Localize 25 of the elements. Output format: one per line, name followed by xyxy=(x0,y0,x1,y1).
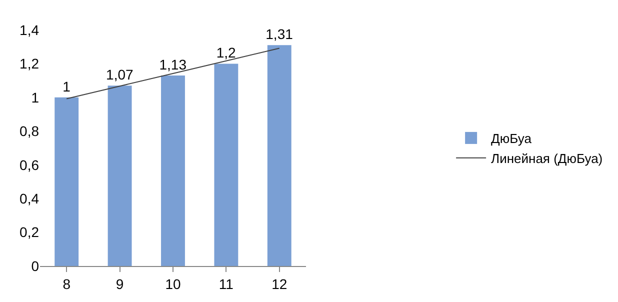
x-tick-label: 12 xyxy=(272,276,288,292)
data-label: 1,31 xyxy=(266,26,294,42)
data-label: 1,13 xyxy=(159,56,187,73)
bar xyxy=(54,97,79,266)
y-tick-label: 0,4 xyxy=(20,190,40,206)
y-tick-label: 0 xyxy=(31,258,40,274)
bar xyxy=(214,64,238,266)
legend-label: ДюБуа xyxy=(491,131,532,146)
legend-label: Линейная (ДюБуа) xyxy=(491,150,603,166)
y-tick-label: 1,4 xyxy=(20,22,40,38)
y-tick-label: 0,8 xyxy=(20,123,40,140)
bar xyxy=(161,76,185,266)
y-tick-label: 0,2 xyxy=(20,224,40,240)
x-tick-label: 10 xyxy=(165,276,181,292)
x-tick-label: 8 xyxy=(62,276,71,292)
data-label: 1 xyxy=(62,78,71,94)
bar xyxy=(108,86,132,266)
data-label: 1,2 xyxy=(216,44,236,61)
bar xyxy=(267,45,292,266)
y-tick-label: 1 xyxy=(31,89,40,106)
x-tick-label: 9 xyxy=(116,276,124,292)
y-tick-label: 0,6 xyxy=(20,156,40,173)
data-label: 1,07 xyxy=(106,66,134,83)
y-tick-label: 1,2 xyxy=(20,56,40,72)
x-tick-label: 11 xyxy=(218,276,234,292)
